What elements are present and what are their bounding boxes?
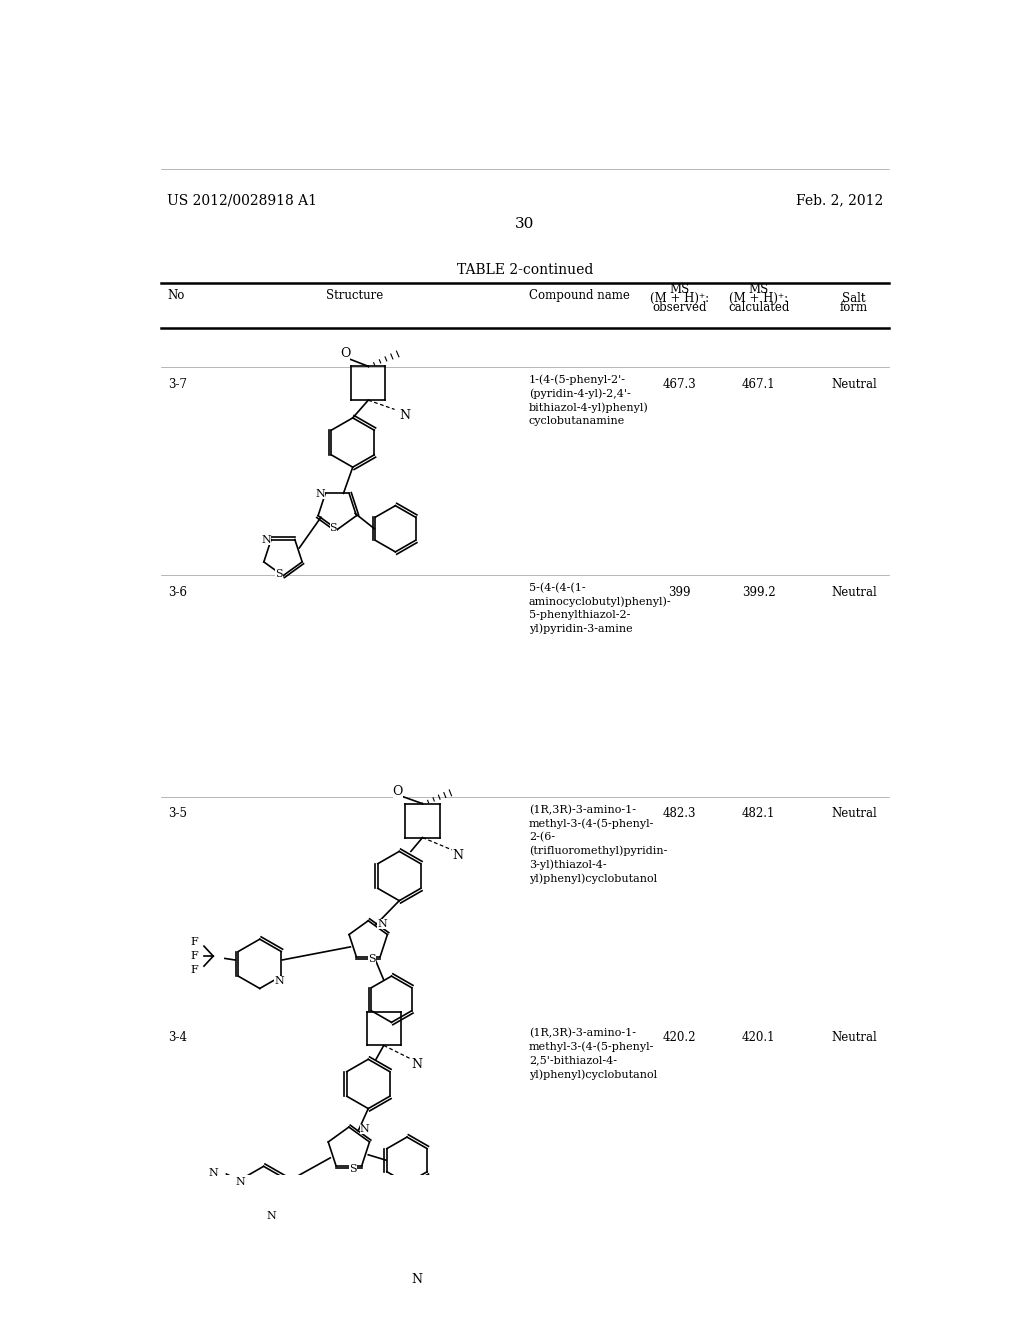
Text: (M + H)⁺:: (M + H)⁺: [650,292,709,305]
Text: 399.2: 399.2 [742,586,775,599]
Text: 467.1: 467.1 [742,378,775,391]
Text: 420.2: 420.2 [663,1031,696,1044]
Text: Neutral: Neutral [831,1031,877,1044]
Text: N: N [236,1176,246,1187]
Text: O: O [340,347,350,360]
Text: 3-4: 3-4 [168,1031,186,1044]
Text: TABLE 2-continued: TABLE 2-continued [457,263,593,277]
Text: Salt: Salt [842,292,865,305]
Text: N: N [261,536,270,545]
Text: S: S [275,569,283,579]
Text: (1R,3R)-3-amino-1-
methyl-3-(4-(5-phenyl-
2-(6-
(trifluoromethyl)pyridin-
3-yl)t: (1R,3R)-3-amino-1- methyl-3-(4-(5-phenyl… [528,804,668,884]
Text: F: F [190,952,199,961]
Text: Neutral: Neutral [831,378,877,391]
Text: Compound name: Compound name [528,289,630,302]
Text: 482.1: 482.1 [742,808,775,821]
Text: (1R,3R)-3-amino-1-
methyl-3-(4-(5-phenyl-
2,5'-bithiazol-4-
yl)phenyl)cyclobutan: (1R,3R)-3-amino-1- methyl-3-(4-(5-phenyl… [528,1028,656,1080]
Text: observed: observed [652,301,707,314]
Text: N: N [266,1210,276,1221]
Text: N: N [412,1059,423,1072]
Text: N: N [377,919,387,929]
Text: 399: 399 [668,586,690,599]
Text: N: N [412,1272,423,1286]
Text: MS: MS [749,282,769,296]
Text: S: S [349,1164,356,1173]
Text: No: No [168,289,185,302]
Text: N: N [359,1125,370,1134]
Text: 3-5: 3-5 [168,808,186,821]
Text: N: N [315,490,325,499]
Text: N: N [209,1168,219,1179]
Text: 482.3: 482.3 [663,808,696,821]
Text: Feb. 2, 2012: Feb. 2, 2012 [796,194,883,207]
Text: 30: 30 [515,216,535,231]
Text: 1-(4-(5-phenyl-2'-
(pyridin-4-yl)-2,4'-
bithiazol-4-yl)phenyl)
cyclobutanamine: 1-(4-(5-phenyl-2'- (pyridin-4-yl)-2,4'- … [528,375,648,426]
Text: F: F [190,965,199,975]
Text: N: N [399,409,411,422]
Text: 5-(4-(4-(1-
aminocyclobutyl)phenyl)-
5-phenylthiazol-2-
yl)pyridin-3-amine: 5-(4-(4-(1- aminocyclobutyl)phenyl)- 5-p… [528,583,672,635]
Text: MS: MS [670,282,689,296]
Text: calculated: calculated [728,301,790,314]
Text: 420.1: 420.1 [742,1031,775,1044]
Text: Structure: Structure [326,289,383,302]
Text: form: form [840,301,868,314]
Text: Neutral: Neutral [831,808,877,821]
Text: F: F [190,937,199,948]
Text: 3-7: 3-7 [168,378,186,391]
Text: O: O [392,785,402,797]
Text: S: S [330,523,337,533]
Text: S: S [369,954,376,964]
Text: 467.3: 467.3 [663,378,696,391]
Text: 3-6: 3-6 [168,586,186,599]
Text: (M + H)⁺:: (M + H)⁺: [729,292,788,305]
Text: N: N [274,975,284,986]
Text: Neutral: Neutral [831,586,877,599]
Text: N: N [453,849,464,862]
Text: US 2012/0028918 A1: US 2012/0028918 A1 [167,194,316,207]
